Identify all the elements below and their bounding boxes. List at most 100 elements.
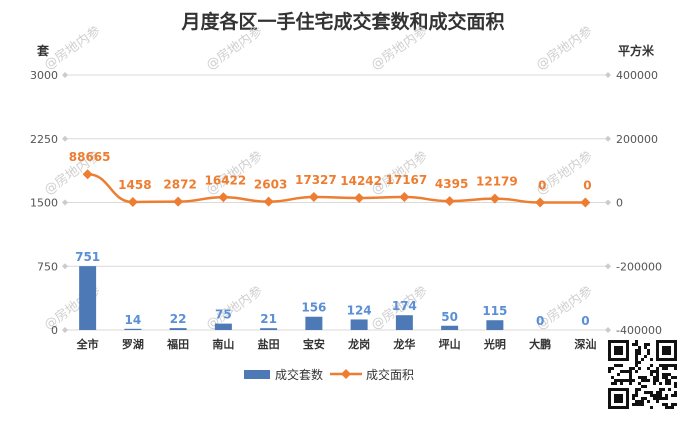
qr-module (662, 367, 665, 370)
qr-module (653, 376, 656, 379)
qr-module (635, 400, 638, 403)
y-tick-label-right: 400000 (616, 69, 658, 82)
line-marker (489, 193, 500, 204)
qr-module (635, 343, 638, 346)
qr-module (650, 370, 653, 373)
category-label: 坪山 (439, 337, 461, 351)
qr-module (671, 376, 674, 379)
qr-module (653, 379, 656, 382)
y-tick-mark-right (605, 199, 611, 206)
y-tick-label-right: -200000 (616, 260, 662, 273)
qr-module (632, 367, 635, 370)
line-value-label: 12179 (476, 175, 518, 189)
y-tick-mark-left (62, 199, 68, 206)
qr-module (635, 355, 638, 358)
qr-module (638, 388, 641, 391)
bar-value-label: 14 (125, 313, 142, 327)
category-label: 福田 (166, 337, 189, 351)
qr-module (611, 367, 614, 370)
qr-module (647, 391, 650, 394)
qr-module (656, 367, 659, 370)
qr-module (662, 403, 665, 406)
qr-module (623, 370, 626, 373)
qr-module (641, 403, 644, 406)
qr-module (659, 388, 662, 391)
qr-module (623, 379, 626, 382)
y-axis-left-label: 套 (36, 43, 50, 58)
line-marker (263, 196, 274, 207)
qr-module (635, 349, 638, 352)
qr-module (650, 373, 653, 376)
qr-module (668, 388, 671, 391)
qr-module (635, 394, 638, 397)
qr-module (614, 364, 617, 367)
qr-module (626, 379, 629, 382)
y-tick-label-right: 0 (616, 197, 623, 210)
qr-module (638, 352, 641, 355)
qr-module (635, 340, 638, 343)
qr-module (620, 370, 623, 373)
qr-module (644, 397, 647, 400)
qr-module (665, 379, 668, 382)
qr-module (668, 382, 671, 385)
line-value-label: 0 (583, 179, 591, 193)
qr-module (647, 379, 650, 382)
bar-value-label: 174 (392, 299, 417, 313)
bar (124, 328, 142, 330)
qr-module (632, 397, 635, 400)
qr-module (641, 385, 644, 388)
category-label: 大鹏 (529, 337, 551, 351)
qr-module (662, 376, 665, 379)
bar-value-label: 115 (482, 304, 507, 318)
bar (214, 323, 232, 330)
qr-module (632, 394, 635, 397)
line-marker (354, 192, 365, 203)
line-value-label: 17327 (295, 173, 337, 187)
line-value-label: 1458 (118, 178, 151, 192)
qr-module (644, 346, 647, 349)
axis-ticks: 0750150022503000-400000-2000000200000400… (30, 69, 662, 337)
category-label: 罗湖 (122, 337, 144, 351)
line-value-label: 88665 (69, 150, 111, 164)
bar-value-label: 124 (347, 303, 372, 317)
qr-module (668, 379, 671, 382)
qr-module (656, 379, 659, 382)
qr-module (638, 349, 641, 352)
line-marker (399, 192, 410, 203)
qr-module (617, 379, 620, 382)
qr-module (674, 376, 677, 379)
y-tick-label-left: 3000 (30, 69, 58, 82)
y-tick-label-right: 200000 (616, 133, 658, 146)
qr-module (644, 355, 647, 358)
y-tick-mark-right (605, 327, 611, 333)
line-marker (535, 197, 546, 208)
bar-value-label: 751 (75, 250, 100, 264)
bar (395, 315, 413, 330)
y-tick-label-left: 750 (37, 260, 58, 273)
qr-module (644, 376, 647, 379)
qr-module (674, 403, 677, 406)
qr-module (620, 379, 623, 382)
category-label: 深汕 (574, 337, 596, 351)
bar (486, 320, 504, 330)
qr-module (665, 406, 668, 409)
qr-module (647, 349, 650, 352)
qr-module (629, 373, 632, 376)
category-label: 龙岗 (347, 337, 370, 351)
qr-module (629, 370, 632, 373)
bar-value-label: 156 (301, 301, 326, 315)
qr-module (626, 370, 629, 373)
qr-module (647, 400, 650, 403)
qr-module (632, 343, 635, 346)
line-marker (218, 192, 229, 203)
qr-module (665, 364, 668, 367)
qr-module (668, 373, 671, 376)
qr-module (641, 400, 644, 403)
qr-module (656, 370, 659, 373)
qr-module (656, 397, 659, 400)
gridlines (65, 74, 608, 331)
category-label: 光明 (483, 337, 506, 351)
y-tick-mark-right (605, 263, 611, 270)
qr-module (644, 385, 647, 388)
y-tick-mark-left (62, 135, 68, 142)
